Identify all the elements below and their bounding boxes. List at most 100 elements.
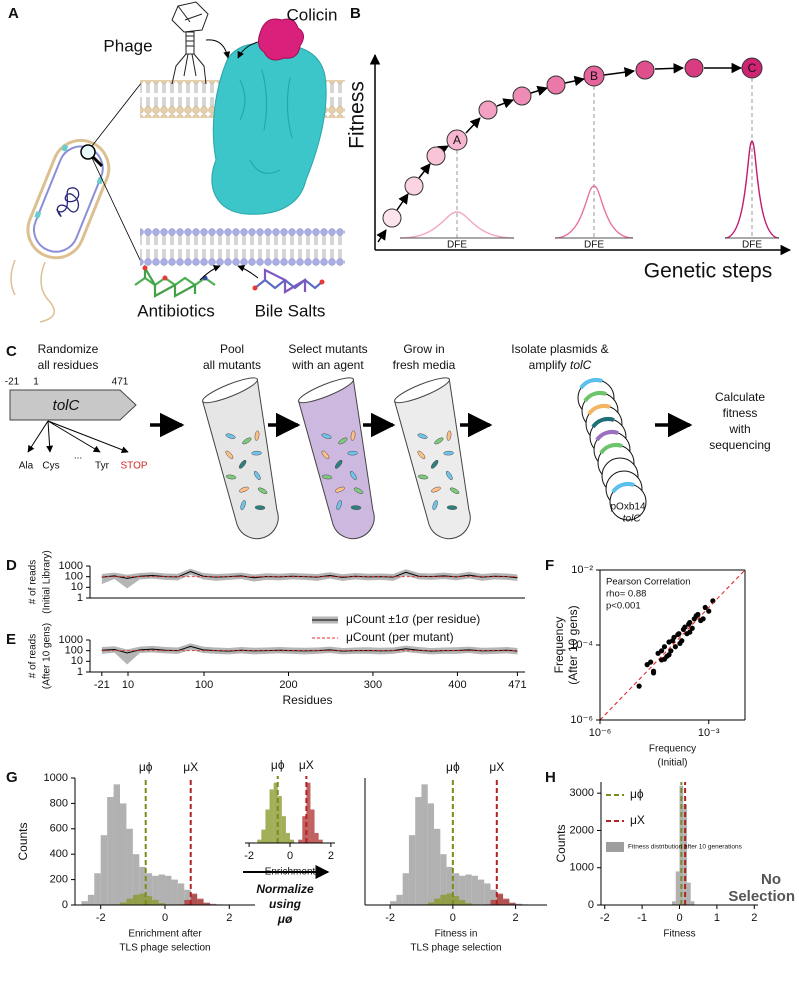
decoration <box>34 211 42 219</box>
step-text: fitness <box>723 406 758 420</box>
histogram-bar <box>310 809 315 843</box>
histogram-bar <box>261 829 266 843</box>
annotation: rho= 0.88 <box>606 589 646 600</box>
decoration <box>263 268 307 294</box>
scatter-point <box>689 625 695 631</box>
histogram-bar <box>132 894 140 905</box>
zoom-line <box>91 81 143 147</box>
histogram-bar <box>465 874 472 905</box>
y-axis-label: Counts <box>16 822 30 860</box>
y-tick-label: 10 <box>71 655 83 667</box>
panel-label: B <box>350 5 361 22</box>
point-label: A <box>453 133 461 147</box>
x-tick-label: -2 <box>96 912 106 924</box>
decoration <box>47 420 129 453</box>
decoration <box>554 185 634 239</box>
decoration <box>465 117 481 134</box>
decoration <box>399 211 515 239</box>
y-axis-label: # of reads <box>28 634 39 678</box>
arrow <box>237 41 259 59</box>
histogram-bar <box>427 803 435 905</box>
antibiotics-label: Antibiotics <box>137 301 214 320</box>
scatter-point <box>686 621 692 627</box>
x-tick-label: 10⁻⁶ <box>589 727 612 739</box>
decoration <box>56 187 80 218</box>
y-tick-label: 1 <box>77 592 83 604</box>
normalize-text: using <box>269 897 302 911</box>
decoration <box>478 100 498 120</box>
bile-salts-label: Bile Salts <box>255 301 326 320</box>
histogram-bar <box>120 902 127 905</box>
panel-label: A <box>8 5 19 22</box>
normalize-text: Normalize <box>256 882 314 896</box>
branch-arrows <box>27 420 129 453</box>
histogram-bar <box>257 839 262 843</box>
decoration <box>404 176 424 196</box>
residue-label: STOP <box>120 461 147 472</box>
panel-label: E <box>6 631 16 648</box>
x-tick-label: 2 <box>328 850 334 862</box>
decoration <box>496 98 514 109</box>
x-axis-label: (Initial) <box>657 758 687 769</box>
y-tick-label: 1 <box>77 666 83 678</box>
decoration <box>654 63 685 74</box>
scatter-point <box>672 644 678 650</box>
y-axis-label: (After 10 gens) <box>42 623 53 689</box>
x-tick-label: 0 <box>676 912 682 924</box>
cell <box>26 138 111 260</box>
histogram-bar <box>434 898 441 905</box>
histogram-bar <box>281 816 286 843</box>
x-tick-label: 2 <box>751 912 757 924</box>
legend-label: μX <box>630 813 645 827</box>
scatter-point <box>661 644 668 650</box>
panel-a: A Phage Colicin Antibiotics Bile Salts <box>8 1 345 323</box>
x-tick-label: -2 <box>385 912 395 924</box>
chart: μϕ μX Fitness distribution after 10 genera… <box>554 782 795 940</box>
legend-label: μϕ <box>630 787 644 801</box>
histogram-bar <box>396 894 403 905</box>
x-axis-label: TLS phage selection <box>119 943 210 954</box>
dfe-label: DFE <box>584 240 604 251</box>
histogram-bar <box>145 896 153 905</box>
residue-label: Cys <box>42 461 59 472</box>
histogram-bar <box>434 828 441 905</box>
tube <box>293 372 388 545</box>
decoration <box>546 75 566 95</box>
y-tick-label: 600 <box>50 823 68 835</box>
step-text: all residues <box>38 358 99 372</box>
marker-label: μX <box>183 760 198 774</box>
histogram-bar <box>100 835 108 905</box>
x-tick-label: 0 <box>162 912 168 924</box>
arrow <box>205 39 231 59</box>
histogram-bar <box>415 797 422 905</box>
histogram-bar <box>171 879 178 905</box>
histogram-bar <box>290 839 295 843</box>
histogram-bar <box>184 899 191 905</box>
y-tick-label: 10⁻⁶ <box>570 714 593 726</box>
tube <box>197 372 292 545</box>
scatter-point <box>693 613 699 619</box>
histogram-bar <box>318 839 323 843</box>
histogram-bar <box>94 873 101 905</box>
decoration <box>564 75 586 87</box>
magnifier-handle <box>91 155 104 168</box>
y-axis-label: Frequency <box>552 617 566 674</box>
y-axis-label: (After 10 gens) <box>566 605 580 684</box>
decoration <box>46 420 54 453</box>
histogram-bar <box>190 893 198 905</box>
y-tick-label: 200 <box>50 874 68 886</box>
x-tick-label: 100 <box>195 679 213 691</box>
flagellum <box>39 261 55 323</box>
decoration <box>27 420 49 453</box>
panel-b: B Fitness Genetic steps A B C DFE DFE DF… <box>346 5 792 283</box>
point-label: C <box>748 61 757 75</box>
decoration <box>724 140 780 239</box>
histogram-bar <box>269 789 274 843</box>
y-tick-label: 1000 <box>59 634 83 646</box>
x-tick-label: -21 <box>94 679 110 691</box>
histogram-bar <box>440 894 447 905</box>
y-tick-label: 1000 <box>59 560 83 572</box>
scatter-point <box>700 616 706 622</box>
phage-label: Phage <box>103 36 152 55</box>
